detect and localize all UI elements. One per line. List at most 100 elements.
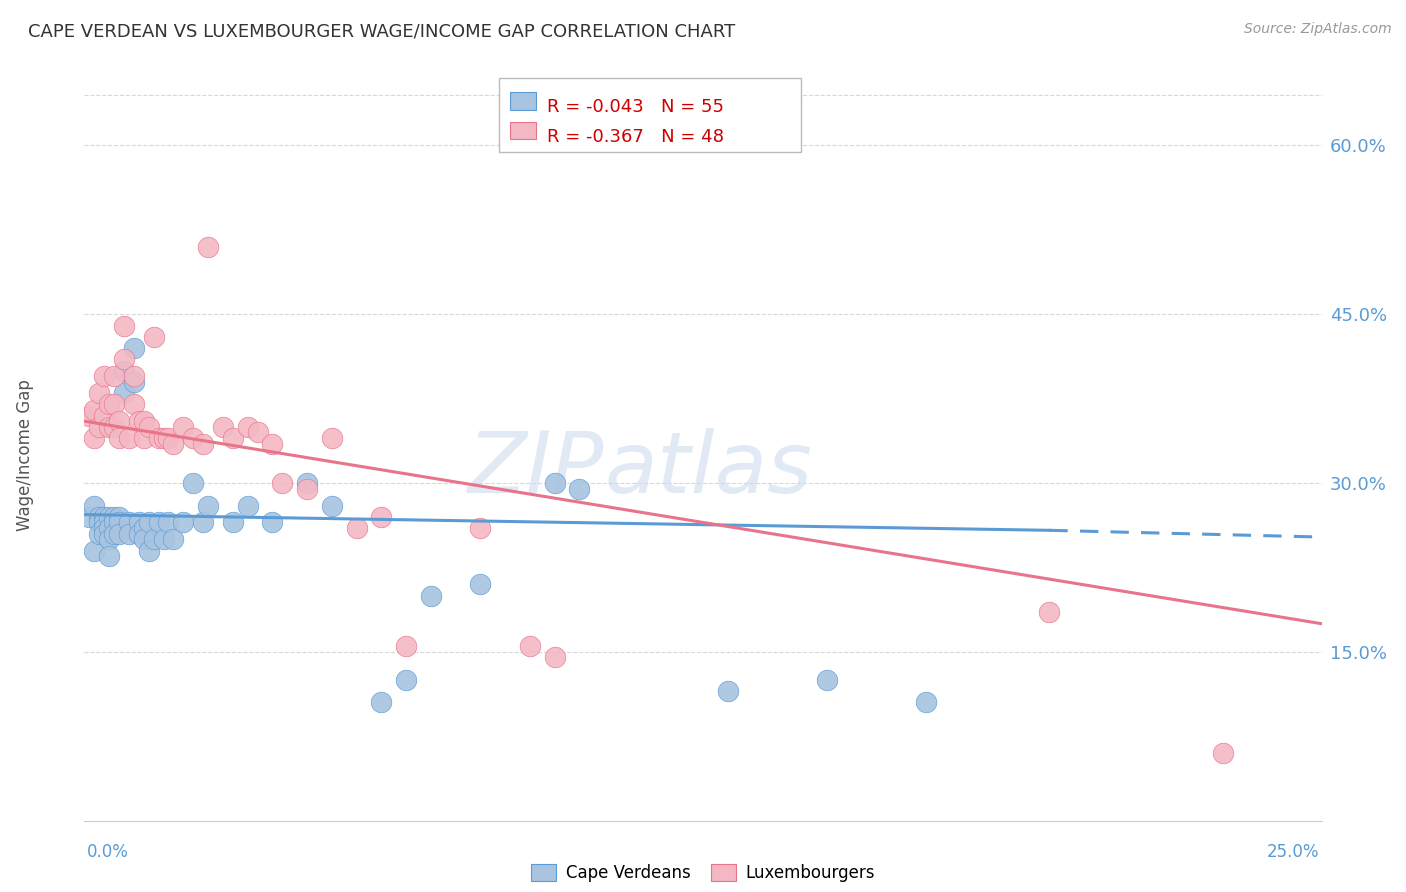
Text: 25.0%: 25.0% xyxy=(1267,843,1319,861)
Text: Source: ZipAtlas.com: Source: ZipAtlas.com xyxy=(1244,22,1392,37)
Point xyxy=(98,533,121,547)
Point xyxy=(132,414,155,428)
Point xyxy=(83,499,105,513)
Legend: Cape Verdeans, Luxembourgers: Cape Verdeans, Luxembourgers xyxy=(531,863,875,882)
Point xyxy=(122,375,145,389)
Point xyxy=(83,543,105,558)
Point xyxy=(98,509,121,524)
Point xyxy=(162,533,184,547)
Point xyxy=(212,419,235,434)
Point xyxy=(98,549,121,564)
Text: R = -0.367   N = 48: R = -0.367 N = 48 xyxy=(547,128,724,145)
Point xyxy=(470,521,492,535)
Text: ZIP: ZIP xyxy=(468,428,605,511)
Point xyxy=(157,431,180,445)
Point xyxy=(470,577,492,591)
Point xyxy=(98,521,121,535)
Point xyxy=(295,476,318,491)
Point xyxy=(112,386,135,401)
Point xyxy=(148,431,170,445)
Text: CAPE VERDEAN VS LUXEMBOURGER WAGE/INCOME GAP CORRELATION CHART: CAPE VERDEAN VS LUXEMBOURGER WAGE/INCOME… xyxy=(28,22,735,40)
Point xyxy=(162,436,184,450)
Point xyxy=(128,526,150,541)
Point xyxy=(717,684,740,698)
Point xyxy=(1038,606,1060,620)
Point xyxy=(152,533,174,547)
Point xyxy=(93,526,115,541)
Point xyxy=(138,516,160,530)
Point xyxy=(108,414,131,428)
Point xyxy=(191,516,214,530)
Point xyxy=(246,425,269,440)
Point xyxy=(138,419,160,434)
Point xyxy=(191,436,214,450)
Point xyxy=(93,409,115,423)
Point xyxy=(132,533,155,547)
Point xyxy=(181,476,204,491)
Point xyxy=(395,639,418,653)
Point xyxy=(122,369,145,384)
Point xyxy=(172,419,194,434)
Point xyxy=(93,509,115,524)
Point xyxy=(122,397,145,411)
Point xyxy=(321,431,343,445)
Point xyxy=(112,318,135,333)
Point xyxy=(93,521,115,535)
Point xyxy=(98,419,121,434)
Point xyxy=(118,431,141,445)
Point xyxy=(103,509,125,524)
Point xyxy=(103,526,125,541)
Point xyxy=(98,397,121,411)
Point xyxy=(108,516,131,530)
Text: R = -0.043   N = 55: R = -0.043 N = 55 xyxy=(547,98,724,116)
Point xyxy=(83,431,105,445)
Point xyxy=(128,516,150,530)
Point xyxy=(815,673,838,687)
Point xyxy=(148,516,170,530)
Point xyxy=(108,526,131,541)
Point xyxy=(914,696,936,710)
Point xyxy=(236,419,259,434)
Point xyxy=(157,516,180,530)
Point xyxy=(89,419,111,434)
Point xyxy=(262,436,284,450)
Point xyxy=(346,521,368,535)
Point xyxy=(321,499,343,513)
Point xyxy=(89,526,111,541)
Point xyxy=(543,476,565,491)
Point xyxy=(103,516,125,530)
Point xyxy=(128,414,150,428)
Point xyxy=(103,419,125,434)
Point xyxy=(142,330,165,344)
Point xyxy=(262,516,284,530)
Point xyxy=(395,673,418,687)
Point xyxy=(103,369,125,384)
Point xyxy=(152,431,174,445)
Point xyxy=(1212,746,1234,760)
Point xyxy=(222,431,245,445)
Point xyxy=(122,341,145,355)
Point xyxy=(568,482,591,496)
Text: atlas: atlas xyxy=(605,428,813,511)
Point xyxy=(132,431,155,445)
Point xyxy=(103,397,125,411)
Text: Wage/Income Gap: Wage/Income Gap xyxy=(15,379,34,531)
Point xyxy=(118,516,141,530)
Point xyxy=(295,482,318,496)
Point xyxy=(519,639,541,653)
Point xyxy=(370,696,392,710)
Point xyxy=(197,499,219,513)
Point xyxy=(118,526,141,541)
Point xyxy=(236,499,259,513)
Point xyxy=(83,403,105,417)
Point xyxy=(419,589,441,603)
Point xyxy=(89,386,111,401)
Point xyxy=(108,509,131,524)
Point xyxy=(222,516,245,530)
Point xyxy=(172,516,194,530)
Point xyxy=(138,543,160,558)
Point xyxy=(132,521,155,535)
Point xyxy=(112,363,135,377)
Point xyxy=(79,509,101,524)
Point xyxy=(89,509,111,524)
